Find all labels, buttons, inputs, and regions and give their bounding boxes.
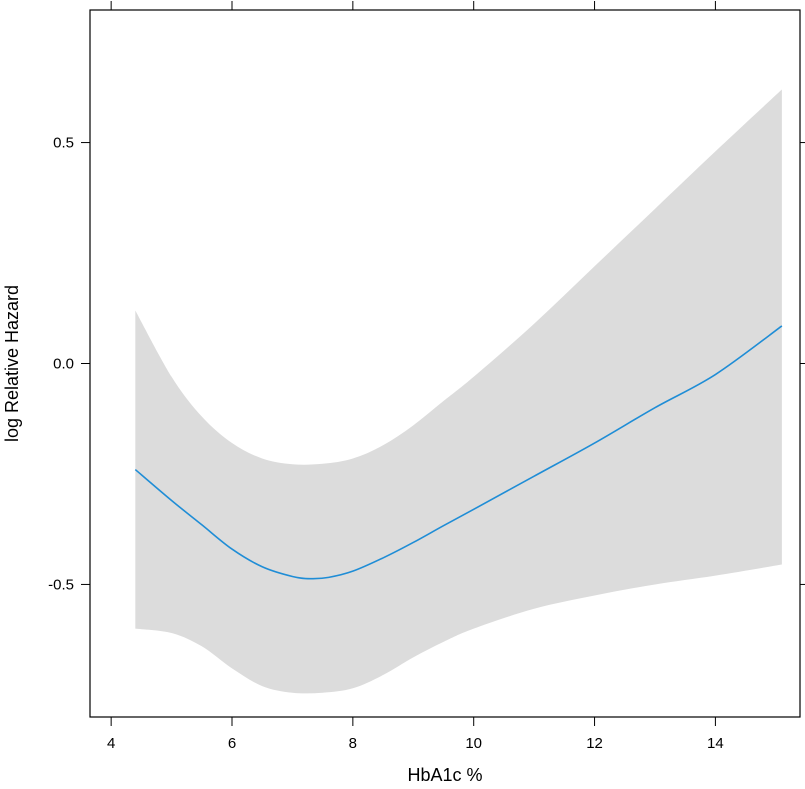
x-tick-label: 14 xyxy=(707,735,724,752)
x-axis-title: HbA1c % xyxy=(407,765,482,785)
x-tick-label: 6 xyxy=(228,735,236,752)
x-tick-label: 8 xyxy=(349,735,357,752)
y-tick-label: -0.5 xyxy=(48,576,74,593)
confidence-band xyxy=(135,89,782,694)
x-tick-label: 12 xyxy=(586,735,603,752)
y-axis-title: log Relative Hazard xyxy=(2,285,22,442)
plot-area xyxy=(134,89,783,694)
x-tick-label: 4 xyxy=(107,735,115,752)
y-tick-label: 0.0 xyxy=(53,356,74,373)
y-tick-label: 0.5 xyxy=(53,135,74,152)
x-tick-label: 10 xyxy=(465,735,482,752)
hazard-curve-line xyxy=(134,325,783,580)
